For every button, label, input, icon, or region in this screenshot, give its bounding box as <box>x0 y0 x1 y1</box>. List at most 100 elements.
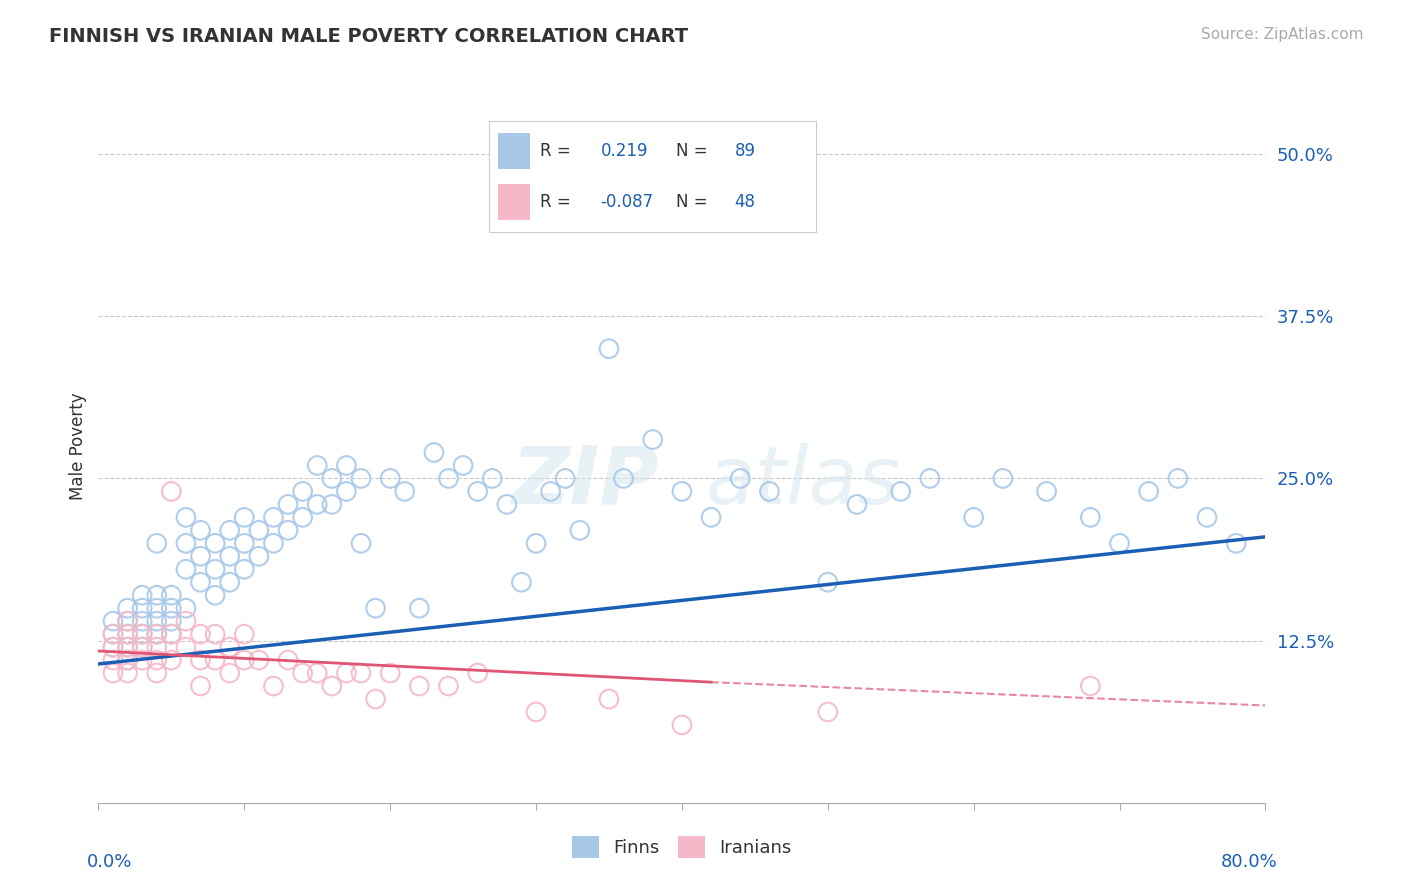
Point <box>700 510 723 524</box>
Point <box>641 433 664 447</box>
Point <box>817 575 839 590</box>
Point <box>146 666 169 681</box>
Point <box>218 575 240 590</box>
Point <box>380 666 402 681</box>
Point <box>364 601 387 615</box>
Point <box>817 705 839 719</box>
Point <box>160 484 183 499</box>
Point <box>423 445 446 459</box>
Point <box>131 627 153 641</box>
Point <box>291 666 314 681</box>
Point <box>291 510 314 524</box>
Point <box>277 653 299 667</box>
Point <box>174 601 197 615</box>
Point <box>146 601 169 615</box>
Point <box>146 653 169 667</box>
Point <box>204 627 226 641</box>
Point <box>380 471 402 485</box>
Point <box>117 666 139 681</box>
Point <box>671 484 693 499</box>
Point <box>233 562 256 576</box>
Point <box>262 536 284 550</box>
Text: ZIP: ZIP <box>512 442 658 521</box>
Point <box>247 524 270 538</box>
Point <box>131 640 153 654</box>
Point <box>467 484 489 499</box>
Point <box>291 484 314 499</box>
Point <box>146 614 169 628</box>
Point <box>758 484 780 499</box>
Point <box>568 524 591 538</box>
Point <box>350 471 373 485</box>
Point <box>524 536 547 550</box>
Text: Source: ZipAtlas.com: Source: ZipAtlas.com <box>1201 27 1364 42</box>
Point <box>160 588 183 602</box>
Point <box>190 627 212 641</box>
Point <box>335 458 357 473</box>
Point <box>233 627 256 641</box>
Point <box>1080 510 1102 524</box>
Point <box>131 640 153 654</box>
Point <box>101 640 124 654</box>
Text: FINNISH VS IRANIAN MALE POVERTY CORRELATION CHART: FINNISH VS IRANIAN MALE POVERTY CORRELAT… <box>49 27 689 45</box>
Point <box>204 588 226 602</box>
Point <box>160 601 183 615</box>
Point <box>233 653 256 667</box>
Point <box>218 549 240 564</box>
Point <box>204 562 226 576</box>
Point <box>408 679 430 693</box>
Point <box>146 640 169 654</box>
Point <box>730 471 752 485</box>
Point <box>262 679 284 693</box>
Point <box>307 458 329 473</box>
Point <box>846 497 869 511</box>
Point <box>307 666 329 681</box>
Point <box>510 575 533 590</box>
Point <box>671 718 693 732</box>
Point <box>190 679 212 693</box>
Point <box>101 627 124 641</box>
Text: 80.0%: 80.0% <box>1220 853 1277 871</box>
Point <box>101 653 124 667</box>
Point <box>160 614 183 628</box>
Point <box>321 471 343 485</box>
Point <box>335 484 357 499</box>
Point <box>117 653 139 667</box>
Point <box>218 524 240 538</box>
Point <box>233 536 256 550</box>
Point <box>481 471 503 485</box>
Point <box>131 614 153 628</box>
Point <box>117 614 139 628</box>
Point <box>101 627 124 641</box>
Point <box>335 666 357 681</box>
Point <box>146 588 169 602</box>
Point <box>247 549 270 564</box>
Text: 0.0%: 0.0% <box>87 853 132 871</box>
Point <box>277 524 299 538</box>
Point <box>117 601 139 615</box>
Point <box>1167 471 1189 485</box>
Point <box>117 627 139 641</box>
Point <box>190 575 212 590</box>
Point <box>321 679 343 693</box>
Point <box>190 653 212 667</box>
Point <box>117 627 139 641</box>
Point <box>101 614 124 628</box>
Point <box>117 640 139 654</box>
Point <box>190 549 212 564</box>
Point <box>598 342 620 356</box>
Point <box>1080 679 1102 693</box>
Point <box>247 653 270 667</box>
Point <box>1137 484 1160 499</box>
Point <box>321 497 343 511</box>
Point <box>160 653 183 667</box>
Point <box>262 510 284 524</box>
Point <box>117 640 139 654</box>
Point <box>451 458 474 473</box>
Point <box>146 627 169 641</box>
Point <box>277 497 299 511</box>
Legend: Finns, Iranians: Finns, Iranians <box>565 829 799 865</box>
Point <box>204 536 226 550</box>
Point <box>146 536 169 550</box>
Point <box>394 484 416 499</box>
